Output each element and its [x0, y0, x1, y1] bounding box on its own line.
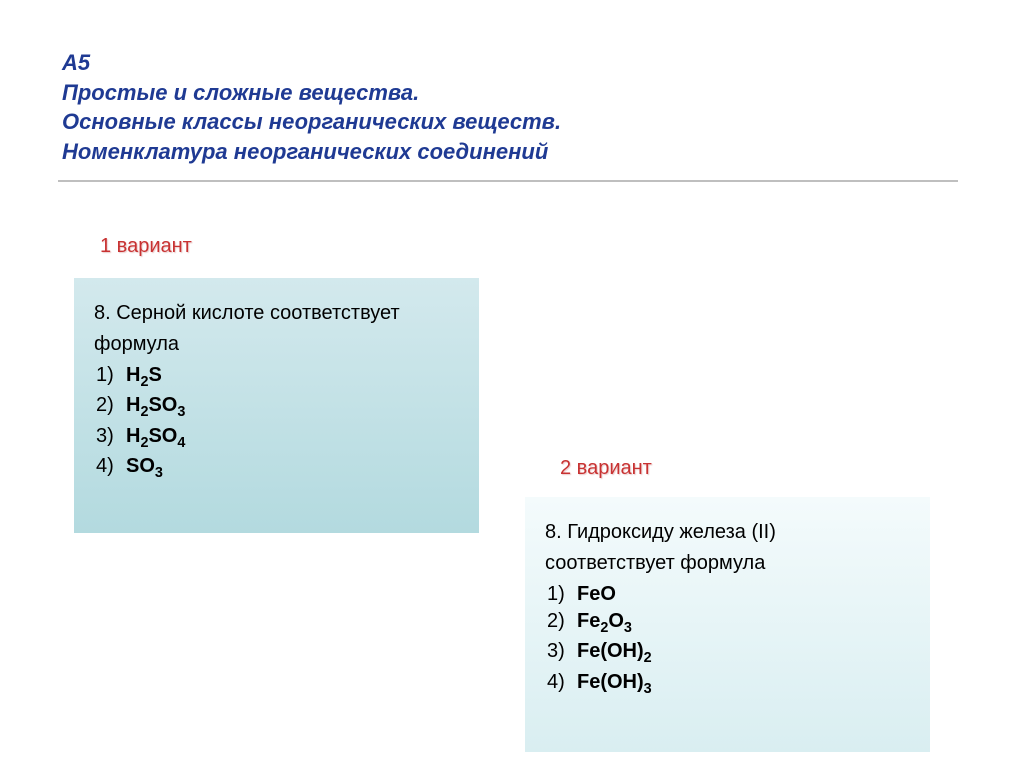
question-2-stem-1: 8. Гидроксиду железа (II) [545, 519, 910, 546]
option-number: 3) [547, 638, 577, 665]
variant-1-label: 1 вариант [100, 235, 192, 258]
option-number: 4) [96, 453, 126, 480]
option-number: 2) [547, 608, 577, 635]
option-text: H2SO3 [126, 394, 185, 416]
header-line-1: Простые и сложные вещества. [62, 78, 822, 108]
option-text: H2S [126, 364, 162, 386]
question-card-2: 8. Гидроксиду железа (II) соответствует … [525, 497, 930, 752]
question-2-option: 1)FeO [545, 581, 910, 608]
option-number: 2) [96, 392, 126, 419]
question-1-option: 1)H2S [94, 362, 459, 392]
header: А5 Простые и сложные вещества. Основные … [62, 48, 822, 167]
option-text: Fe(OH)2 [577, 640, 652, 662]
question-2-option: 3)Fe(OH)2 [545, 638, 910, 668]
option-text: Fe(OH)3 [577, 671, 652, 693]
option-number: 1) [547, 581, 577, 608]
option-number: 1) [96, 362, 126, 389]
question-1-option: 2)H2SO3 [94, 392, 459, 422]
question-card-1: 8. Серной кислоте соответствует формула … [74, 278, 479, 533]
separator [58, 180, 958, 182]
question-1-stem-1: 8. Серной кислоте соответствует [94, 300, 459, 327]
option-number: 4) [547, 669, 577, 696]
variant-2-label: 2 вариант [560, 457, 652, 480]
header-line-3: Номенклатура неорганических соединений [62, 137, 822, 167]
option-text: FeO [577, 583, 616, 605]
question-1-option: 4)SO3 [94, 453, 459, 483]
option-text: H2SO4 [126, 425, 185, 447]
option-text: Fe2O3 [577, 610, 632, 632]
header-code: А5 [62, 48, 822, 78]
question-2-stem-2: соответствует формула [545, 550, 910, 577]
question-1-option: 3)H2SO4 [94, 423, 459, 453]
option-text: SO3 [126, 455, 163, 477]
question-1-stem-2: формула [94, 331, 459, 358]
question-2-option: 2)Fe2O3 [545, 608, 910, 638]
option-number: 3) [96, 423, 126, 450]
header-line-2: Основные классы неорганических веществ. [62, 107, 822, 137]
question-2-option: 4)Fe(OH)3 [545, 669, 910, 699]
